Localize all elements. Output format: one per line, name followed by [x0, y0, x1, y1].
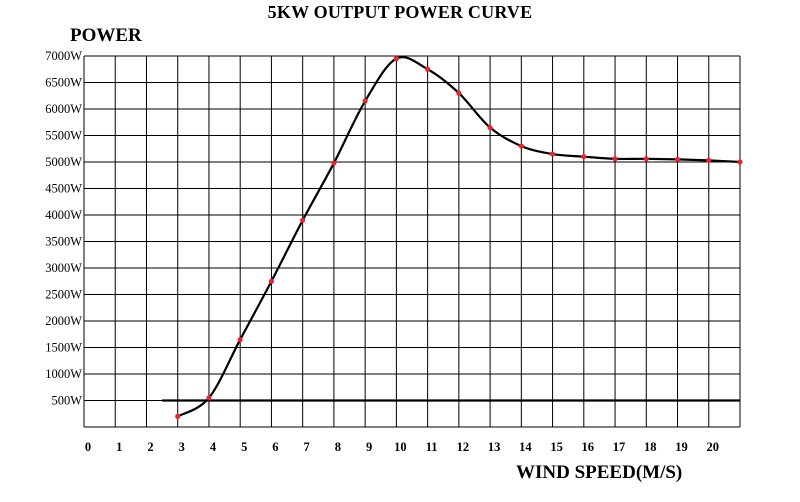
data-point	[456, 90, 462, 96]
data-point	[674, 156, 681, 162]
data-point	[393, 56, 399, 62]
x-tick-label: 16	[582, 440, 595, 454]
data-point	[331, 160, 337, 166]
x-tick-label: 19	[675, 440, 688, 454]
x-tick-label: 15	[550, 440, 563, 454]
x-tick-label: 10	[394, 440, 407, 454]
x-tick-label: 12	[457, 440, 470, 454]
x-tick-label: 2	[147, 440, 153, 454]
x-tick-label: 7	[304, 440, 310, 454]
y-tick-label: 5500W	[45, 129, 82, 143]
y-tick-label: 500W	[51, 394, 82, 408]
x-tick-label: 5	[241, 440, 247, 454]
data-point	[362, 98, 368, 104]
y-tick-labels: 500W 1000W 1500W 2000W 2500W 3000W 3500W 4000W 4…	[45, 49, 82, 408]
data-point	[581, 154, 587, 160]
y-tick-label: 5000W	[45, 155, 82, 169]
y-tick-label: 1500W	[45, 341, 82, 355]
x-tick-label: 3	[179, 440, 185, 454]
x-tick-label: 4	[210, 440, 217, 454]
chart-title: 5KW OUTPUT POWER CURVE	[267, 2, 533, 22]
x-tick-label: 8	[335, 440, 341, 454]
data-point	[175, 413, 181, 419]
data-point	[268, 278, 275, 284]
grid	[83, 55, 741, 428]
data-point	[612, 156, 618, 162]
x-tick-label: 13	[488, 440, 501, 454]
y-tick-label: 2500W	[45, 288, 82, 302]
data-point	[549, 151, 556, 157]
x-tick-label: 6	[272, 440, 278, 454]
data-point	[237, 336, 243, 343]
y-tick-label: 3500W	[45, 235, 82, 249]
data-point	[737, 159, 743, 165]
x-tick-label: 20	[707, 440, 720, 454]
y-tick-label: 6000W	[45, 102, 82, 116]
x-tick-label: 9	[366, 440, 372, 454]
y-tick-label: 2000W	[45, 314, 82, 328]
y-tick-label: 1000W	[45, 367, 82, 381]
y-axis-label: POWER	[70, 25, 142, 46]
x-tick-labels: 0 1 2 3 4 5 6 7 8 9 10 11 12 13 14 15 16 17 18 19 20	[85, 440, 719, 454]
y-tick-label: 3000W	[45, 261, 82, 275]
y-tick-label: 6500W	[45, 76, 82, 90]
y-tick-label: 4000W	[45, 208, 82, 222]
data-point	[425, 66, 431, 72]
x-tick-label: 0	[85, 440, 91, 454]
data-point	[300, 217, 306, 223]
x-tick-label: 11	[426, 440, 438, 454]
y-tick-label: 7000W	[45, 49, 82, 63]
series-group	[175, 56, 743, 419]
x-tick-label: 18	[644, 440, 657, 454]
data-point	[518, 143, 524, 149]
data-point	[206, 395, 212, 401]
data-point	[487, 124, 493, 131]
x-tick-label: 1	[116, 440, 122, 454]
y-tick-label: 4500W	[45, 182, 82, 196]
x-tick-label: 17	[613, 440, 626, 454]
x-tick-label: 14	[519, 440, 532, 454]
x-axis-label: WIND SPEED(M/S)	[516, 462, 683, 483]
data-point	[643, 156, 649, 162]
data-point	[706, 157, 712, 164]
